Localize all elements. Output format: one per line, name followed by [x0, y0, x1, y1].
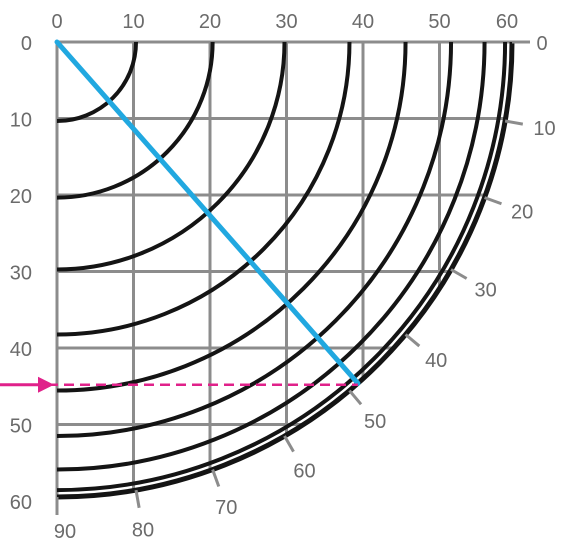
concentric-arc: [56, 41, 515, 500]
rim-tick: [348, 389, 363, 406]
left-axis-label: 20: [10, 186, 32, 208]
left-axis-label: 50: [10, 416, 32, 438]
left-axis-label: 40: [10, 339, 32, 361]
left-axis-label: 0: [21, 33, 32, 55]
left-axis-label: 30: [10, 263, 32, 285]
rim-tick: [484, 196, 502, 206]
left-axis-label: 60: [10, 492, 32, 514]
top-axis-label: 20: [199, 11, 221, 33]
overlay-lines: [0, 39, 361, 393]
rim-tick: [134, 489, 141, 509]
rim-label: 50: [364, 411, 386, 433]
right-arrow-icon: [0, 376, 54, 393]
labels: 0 10 20 30 40 50 60 0 10 20 30 40 50 60 0 10 20 30 40 50 60 7…: [10, 11, 556, 543]
rim-label: 10: [533, 118, 555, 140]
concentric-arc: [56, 41, 139, 124]
blue-diagonal-line: [54, 39, 361, 386]
rim-label: 90: [54, 521, 76, 543]
arrow-head: [38, 376, 54, 393]
concentric-arc: [56, 41, 215, 200]
rim-label: 60: [293, 461, 315, 483]
top-axis-label: 30: [275, 11, 297, 33]
rim-tick: [504, 119, 524, 126]
concentric-arc: [56, 41, 487, 472]
arcs: [56, 41, 515, 500]
top-axis-label: 0: [51, 11, 62, 33]
top-axis-label: 40: [352, 11, 374, 33]
rim-tick: [450, 268, 468, 280]
rim-tick: [211, 469, 221, 487]
rim-label: 20: [511, 201, 533, 223]
top-axis-label: 50: [428, 11, 450, 33]
concentric-arc: [56, 41, 508, 493]
concentric-arc: [56, 41, 454, 439]
rim-label: 0: [536, 33, 547, 55]
top-axis-label: 10: [122, 11, 144, 33]
top-axis-label: 60: [496, 11, 518, 33]
concentric-arc: [56, 41, 408, 393]
left-axis-label: 10: [10, 110, 32, 132]
rim-label: 80: [132, 519, 154, 541]
rim-tick: [404, 333, 421, 348]
rim-label: 70: [215, 497, 237, 519]
concentric-arc: [56, 41, 352, 337]
grid: [55, 40, 512, 497]
rim-label: 40: [425, 350, 447, 372]
concentric-arc: [56, 41, 287, 272]
rim-label: 30: [475, 280, 497, 302]
rim-ticks: [55, 40, 530, 515]
rim-tick: [283, 435, 295, 453]
